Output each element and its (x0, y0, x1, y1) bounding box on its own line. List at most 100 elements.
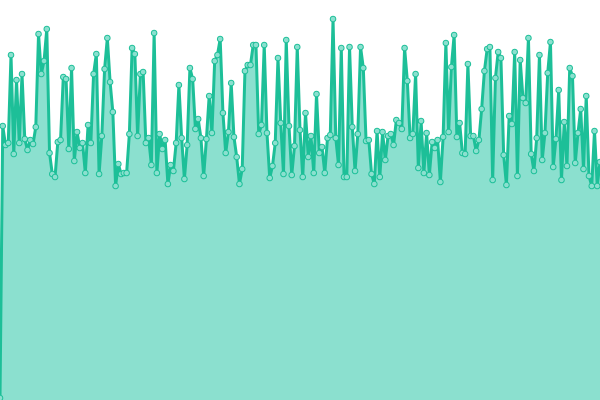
data-point-68 (183, 141, 191, 149)
data-point-59 (159, 145, 166, 153)
data-point-99 (269, 162, 276, 170)
data-point-106 (288, 171, 296, 179)
data-point-210 (574, 129, 582, 137)
data-point-69 (186, 64, 194, 72)
data-point-72 (194, 115, 202, 123)
data-point-183 (500, 151, 507, 159)
data-point-135 (368, 170, 375, 178)
data-point-137 (373, 127, 381, 135)
data-point-138 (376, 173, 384, 181)
data-point-73 (197, 134, 205, 142)
data-point-52 (139, 68, 147, 76)
data-point-111 (302, 109, 309, 117)
data-point-35 (93, 50, 100, 58)
data-point-178 (486, 43, 494, 51)
data-point-16 (40, 57, 48, 65)
data-point-86 (233, 153, 240, 161)
data-point-212 (580, 165, 587, 173)
data-point-217 (593, 182, 600, 190)
data-point-201 (549, 163, 557, 171)
data-point-198 (541, 129, 549, 137)
data-point-29 (76, 144, 84, 152)
data-point-203 (555, 86, 563, 94)
data-point-127 (346, 43, 353, 51)
data-point-156 (426, 171, 433, 179)
data-point-97 (263, 129, 271, 137)
data-point-65 (175, 81, 183, 89)
data-point-180 (492, 74, 499, 82)
data-point-8 (18, 70, 26, 78)
data-point-158 (431, 144, 439, 152)
data-point-94 (255, 130, 263, 138)
data-point-43 (115, 160, 122, 168)
data-point-117 (318, 143, 326, 151)
data-point-147 (401, 44, 408, 52)
data-point-15 (37, 70, 45, 78)
data-point-88 (238, 165, 246, 173)
data-point-3 (4, 139, 12, 147)
data-point-95 (258, 121, 265, 129)
data-point-25 (65, 145, 73, 153)
data-point-64 (172, 139, 180, 147)
data-point-5 (10, 150, 18, 158)
data-point-91 (247, 61, 254, 69)
data-point-143 (390, 141, 397, 149)
data-point-67 (181, 175, 188, 183)
data-point-40 (106, 78, 114, 86)
data-point-87 (236, 180, 243, 188)
data-point-167 (456, 119, 463, 127)
data-point-182 (497, 54, 505, 62)
data-point-33 (87, 139, 95, 147)
data-point-31 (82, 169, 89, 177)
data-point-41 (109, 108, 117, 116)
data-point-191 (522, 99, 529, 107)
data-point-56 (150, 29, 158, 37)
data-point-66 (178, 134, 185, 142)
data-point-129 (351, 167, 359, 175)
data-point-110 (299, 173, 307, 181)
data-point-192 (525, 34, 532, 42)
data-point-170 (464, 60, 472, 68)
data-point-164 (448, 63, 455, 71)
data-point-131 (357, 43, 364, 51)
data-point-187 (511, 48, 518, 56)
data-point-209 (571, 159, 579, 167)
data-point-150 (409, 130, 417, 138)
data-point-113 (307, 132, 315, 140)
data-point-154 (420, 169, 428, 177)
data-point-166 (453, 133, 461, 141)
data-point-24 (62, 75, 70, 83)
data-point-145 (395, 119, 403, 127)
data-point-38 (101, 65, 108, 73)
data-point-151 (412, 70, 419, 78)
data-point-190 (519, 94, 527, 102)
data-point-85 (230, 133, 238, 141)
data-point-60 (161, 136, 169, 144)
data-point-197 (538, 156, 546, 164)
data-point-62 (167, 161, 174, 169)
data-point-152 (415, 164, 422, 172)
data-point-12 (29, 140, 37, 148)
data-point-42 (112, 182, 119, 190)
data-point-172 (470, 132, 477, 140)
data-point-54 (145, 134, 152, 142)
data-point-103 (280, 170, 287, 178)
data-point-89 (241, 67, 249, 75)
data-point-105 (285, 122, 293, 130)
data-point-30 (79, 139, 86, 147)
data-point-28 (73, 128, 81, 136)
data-point-193 (527, 150, 535, 158)
data-point-207 (566, 64, 574, 72)
data-point-126 (343, 173, 351, 181)
data-point-146 (398, 125, 406, 133)
data-point-174 (475, 136, 483, 144)
data-point-102 (277, 119, 285, 127)
data-point-186 (508, 120, 516, 128)
data-point-132 (360, 64, 367, 72)
data-point-18 (46, 149, 53, 157)
data-point-27 (71, 157, 78, 165)
data-point-22 (57, 136, 64, 144)
data-point-214 (585, 172, 593, 180)
data-point-202 (552, 135, 560, 143)
data-point-96 (260, 41, 268, 49)
